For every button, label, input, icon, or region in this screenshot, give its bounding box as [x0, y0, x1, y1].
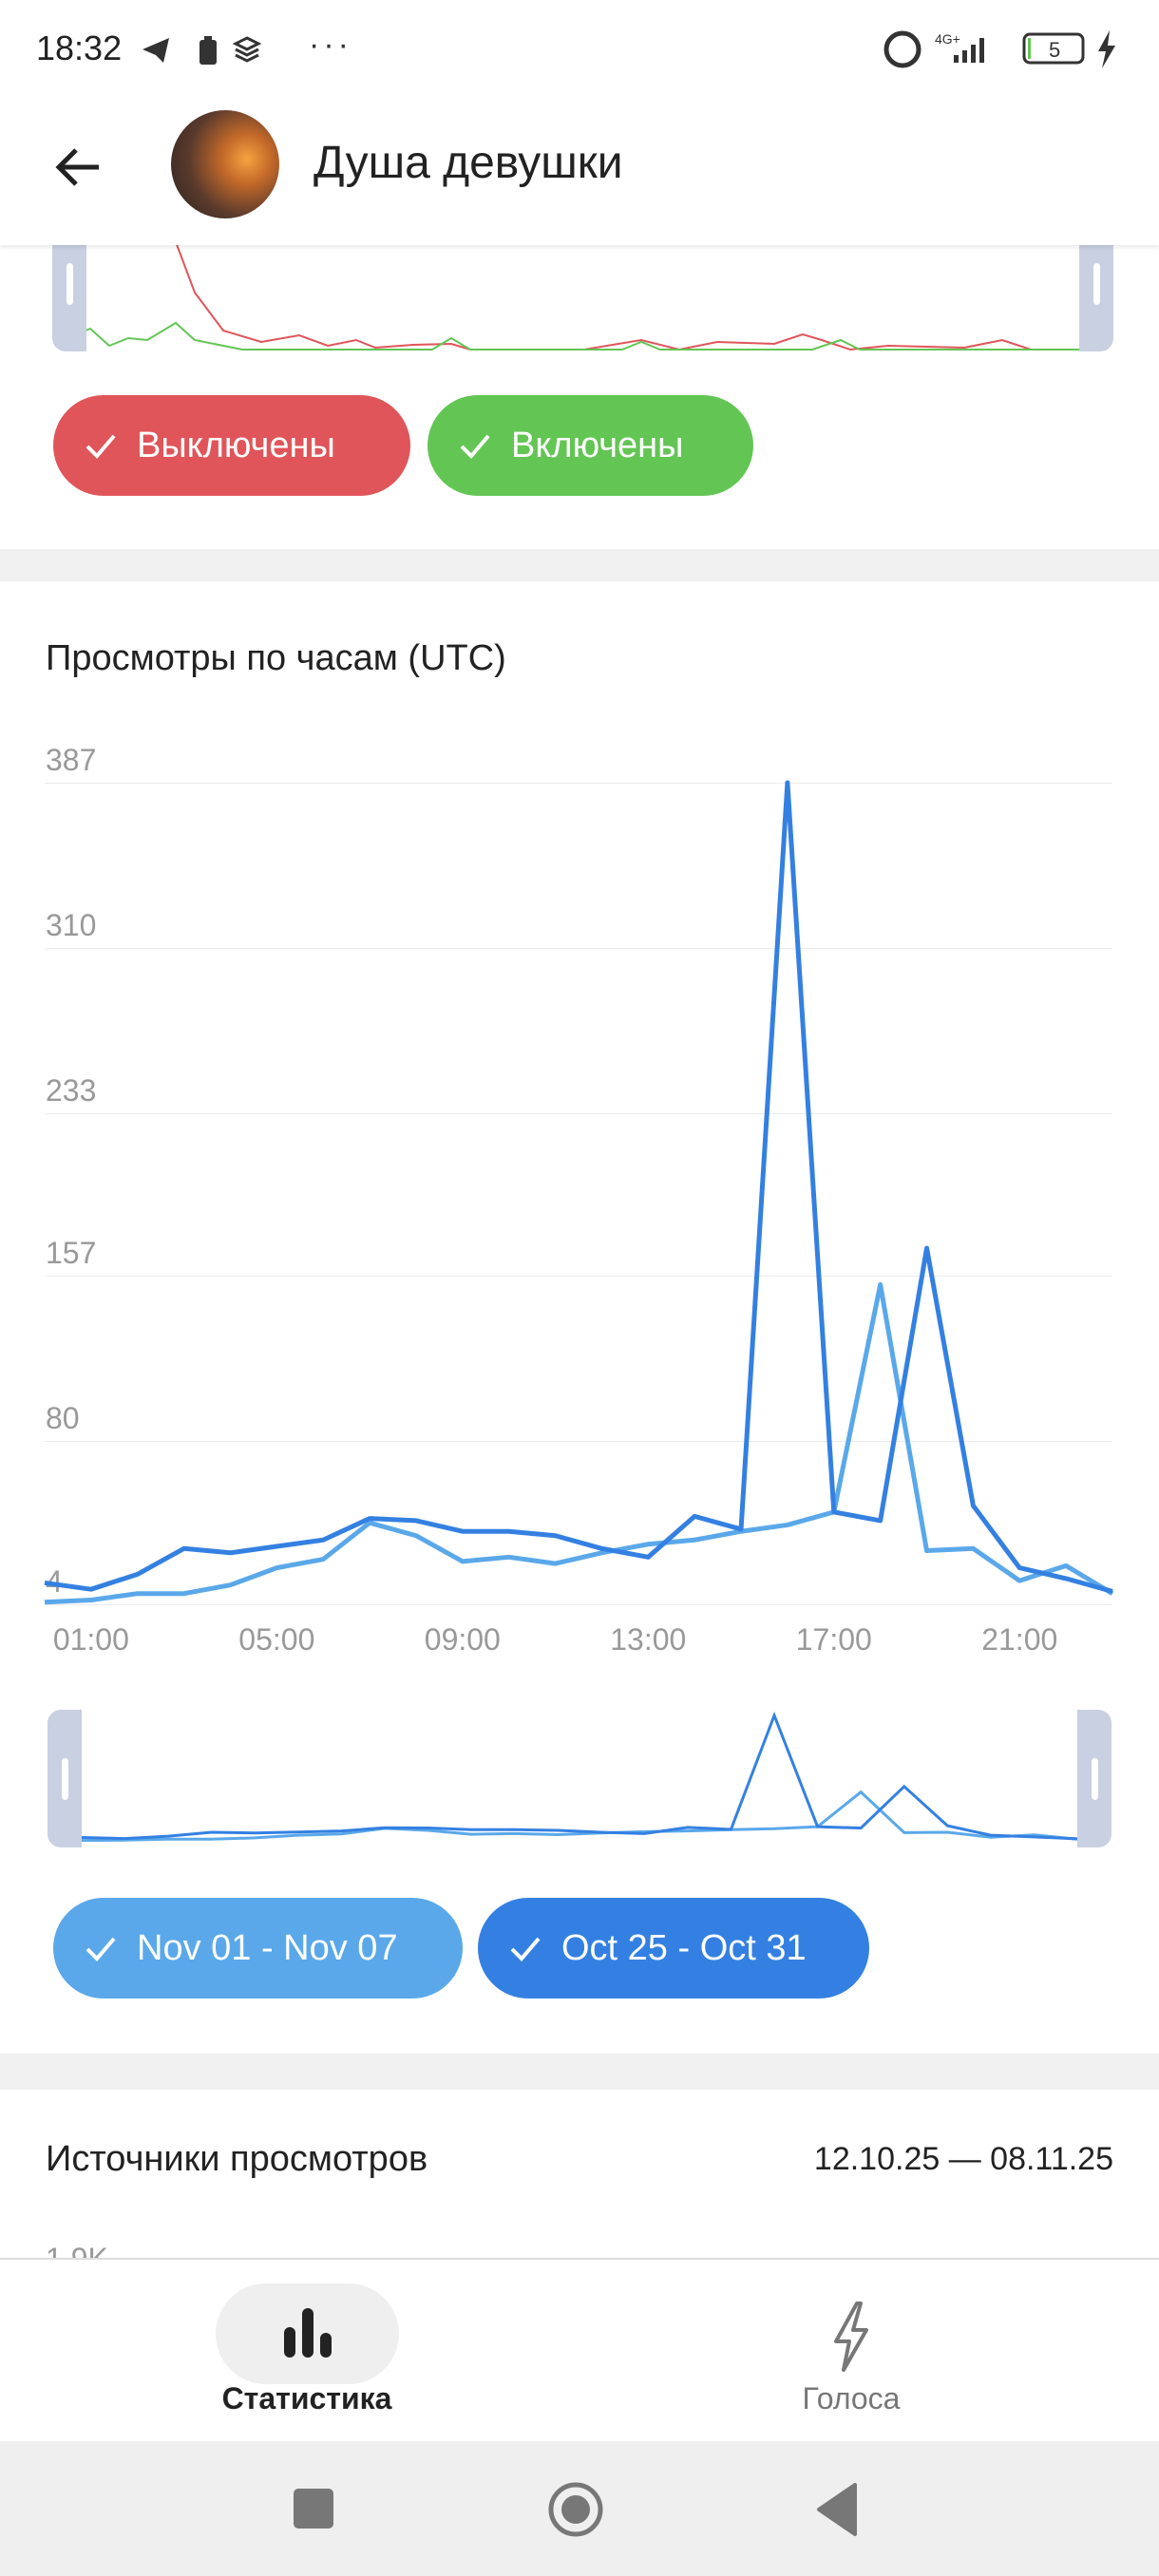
- more-icon: ···: [309, 27, 352, 63]
- home-button[interactable]: [547, 2481, 604, 2538]
- y-tick-label: 233: [46, 1072, 97, 1108]
- view-sources-card: Источники просмотров 12.10.25 — 08.11.25…: [0, 2090, 1159, 2261]
- app-header: Душа девушки: [0, 95, 1159, 245]
- gridline: [45, 1604, 1112, 1605]
- gridline: [45, 1441, 1112, 1443]
- navigator-series-line-0: [81, 1790, 1078, 1843]
- navigator-series-line-1: [81, 1711, 1078, 1841]
- hourly-views-chart: [44, 780, 1114, 1605]
- previous-chart-preview: [52, 217, 1113, 351]
- sources-y-label: 1.9K: [46, 2242, 108, 2261]
- status-time: 18:32: [36, 28, 123, 67]
- chart-title: Просмотры по часам (UTC): [46, 638, 506, 678]
- check-icon: [460, 434, 490, 459]
- gridline: [45, 783, 1112, 784]
- notification-icons: [142, 36, 262, 65]
- bottom-nav: Статистика Голоса: [0, 2258, 1159, 2441]
- nav-item-statistics[interactable]: [216, 2283, 399, 2384]
- y-tick-label: 4: [46, 1564, 63, 1599]
- x-tick-label: 13:00: [610, 1622, 687, 1657]
- y-tick-label: 310: [46, 907, 97, 942]
- legend-chip-disabled[interactable]: Выключены: [53, 395, 410, 496]
- y-tick-label: 387: [46, 743, 97, 777]
- status-bar: 18:32 ··· 4G+ 5: [0, 0, 1159, 95]
- system-status-icons: 4G+ 5: [884, 30, 1115, 68]
- svg-text:5: 5: [1049, 38, 1060, 62]
- channel-title: Душа девушки: [314, 138, 623, 188]
- x-tick-label: 01:00: [52, 1622, 129, 1657]
- series-line-1: [44, 780, 1113, 1594]
- series-line-0: [44, 1281, 1114, 1605]
- x-tick-label: 09:00: [424, 1622, 501, 1657]
- hourly-chart-navigator[interactable]: [48, 1710, 1112, 1847]
- y-tick-label: 80: [46, 1401, 80, 1436]
- legend-chip-oct[interactable]: Oct 25 - Oct 31: [478, 1898, 869, 1998]
- back-button[interactable]: [815, 2483, 857, 2536]
- navigator-right-handle[interactable]: [1077, 1710, 1112, 1847]
- x-tick-label: 05:00: [238, 1622, 315, 1657]
- bar-chart-icon: [284, 2308, 332, 2358]
- legend-label: Oct 25 - Oct 31: [561, 1927, 807, 1968]
- legend-label: Nov 01 - Nov 07: [137, 1927, 398, 1968]
- svg-text:4G+: 4G+: [935, 31, 960, 47]
- legend-label: Включены: [511, 425, 684, 465]
- nav-label-statistics[interactable]: Статистика: [221, 2381, 392, 2415]
- sources-title: Источники просмотров: [46, 2139, 428, 2179]
- system-nav-bar: [0, 2441, 1159, 2576]
- gridline: [45, 1276, 1112, 1278]
- navigator-left-handle[interactable]: [48, 1710, 82, 1847]
- y-tick-label: 157: [46, 1236, 97, 1271]
- lightning-icon[interactable]: [823, 2300, 880, 2376]
- back-arrow-icon[interactable]: [53, 142, 103, 192]
- check-icon: [510, 1937, 541, 1961]
- check-icon: [86, 1937, 116, 1961]
- navigator-preview: [81, 1711, 1078, 1843]
- x-tick-label: 21:00: [981, 1622, 1058, 1657]
- nav-label-votes[interactable]: Голоса: [802, 2381, 901, 2415]
- gridline: [45, 947, 1112, 949]
- channel-avatar[interactable]: [171, 110, 279, 218]
- x-tick-label: 17:00: [795, 1622, 872, 1657]
- legend-chip-enabled[interactable]: Включены: [428, 395, 753, 496]
- gridline: [45, 1112, 1112, 1114]
- sources-date-range[interactable]: 12.10.25 — 08.11.25: [813, 2141, 1113, 2177]
- check-icon: [86, 434, 116, 459]
- recents-button[interactable]: [294, 2489, 333, 2529]
- legend-label: Выключены: [137, 425, 335, 465]
- legend-chip-nov[interactable]: Nov 01 - Nov 07: [53, 1898, 463, 1998]
